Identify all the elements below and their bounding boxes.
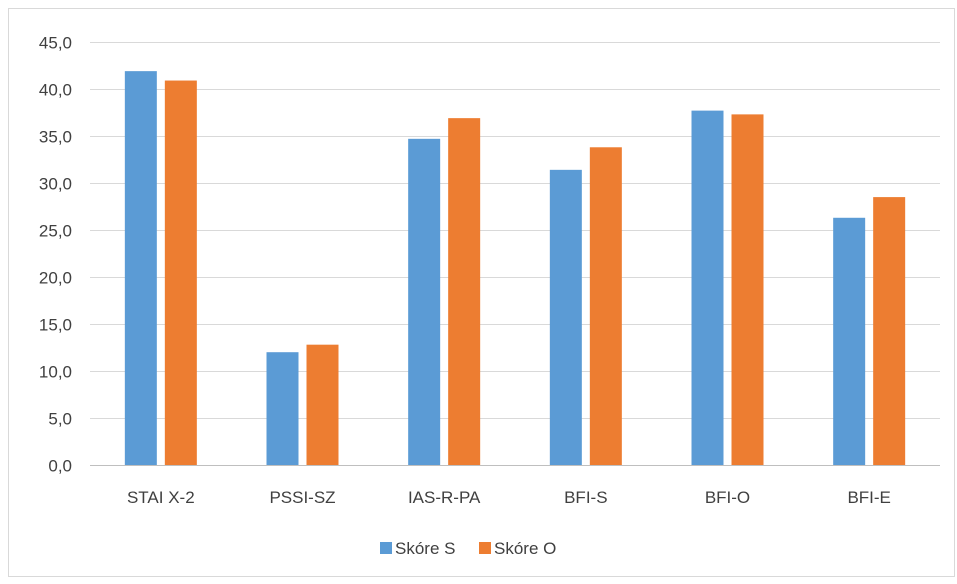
bar-skore-s-5 bbox=[833, 217, 866, 465]
y-tick-label: 15,0 bbox=[39, 316, 72, 335]
x-tick-label: IAS-R-PA bbox=[408, 488, 481, 507]
bar-skore-s-0 bbox=[124, 71, 157, 465]
y-tick-label: 30,0 bbox=[39, 175, 72, 194]
bar-skore-o-5 bbox=[873, 197, 906, 465]
y-tick-label: 45,0 bbox=[39, 34, 72, 53]
bar-skore-s-1 bbox=[266, 352, 299, 465]
y-tick-label: 0,0 bbox=[48, 457, 72, 476]
y-tick-label: 20,0 bbox=[39, 269, 72, 288]
legend: Skóre S Skóre O bbox=[380, 539, 556, 558]
y-tick-label: 40,0 bbox=[39, 81, 72, 100]
bars bbox=[124, 71, 906, 466]
y-axis: 0,0 5,0 10,0 15,0 20,0 25,0 30,0 35,0 40,0 45,0 bbox=[39, 34, 72, 476]
legend-swatch bbox=[380, 542, 392, 554]
legend-label: Skóre S bbox=[395, 539, 455, 558]
bar-skore-s-3 bbox=[549, 169, 582, 465]
legend-swatch bbox=[479, 542, 491, 554]
y-tick-label: 10,0 bbox=[39, 363, 72, 382]
bar-skore-s-2 bbox=[408, 138, 441, 465]
bar-skore-o-2 bbox=[448, 118, 481, 465]
x-tick-label: STAI X-2 bbox=[127, 488, 195, 507]
x-tick-label: BFI-O bbox=[705, 488, 750, 507]
y-tick-label: 25,0 bbox=[39, 222, 72, 241]
y-tick-label: 5,0 bbox=[48, 410, 72, 429]
bar-skore-s-4 bbox=[691, 110, 724, 466]
x-axis: STAI X-2 PSSI-SZ IAS-R-PA BFI-S BFI-O BFI-E bbox=[90, 465, 940, 507]
y-tick-label: 35,0 bbox=[39, 128, 72, 147]
x-tick-label: BFI-E bbox=[847, 488, 890, 507]
bar-skore-o-3 bbox=[589, 147, 622, 465]
x-tick-label: BFI-S bbox=[564, 488, 607, 507]
legend-label: Skóre O bbox=[494, 539, 556, 558]
bar-skore-o-1 bbox=[306, 344, 339, 465]
x-tick-label: PSSI-SZ bbox=[269, 488, 335, 507]
bar-skore-o-0 bbox=[164, 80, 197, 465]
bar-skore-o-4 bbox=[731, 114, 764, 465]
